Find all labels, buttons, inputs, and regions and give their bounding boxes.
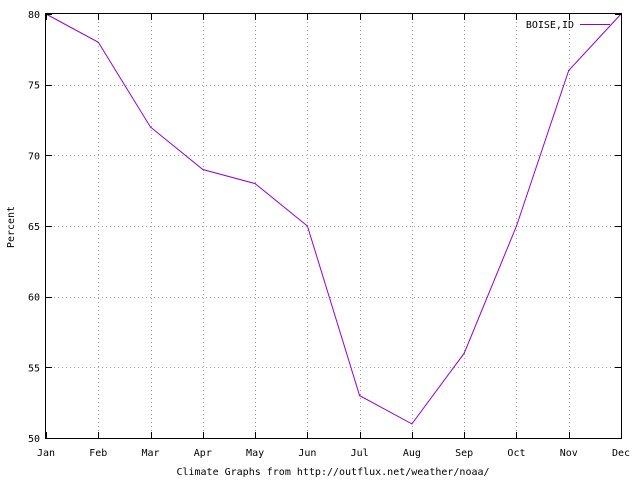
legend-series-label: BOISE,ID: [526, 20, 574, 31]
x-tick-label: Apr: [194, 448, 212, 459]
y-axis-title: Percent: [6, 206, 17, 248]
series-layer: [45, 13, 622, 425]
series-line: [45, 13, 622, 425]
y-tick-label: 80: [28, 10, 40, 21]
legend: BOISE,ID: [526, 20, 610, 31]
data-point: [411, 423, 413, 425]
data-point: [149, 126, 152, 128]
x-tick-label: Oct: [507, 448, 525, 459]
data-point: [202, 168, 204, 171]
data-point: [254, 183, 256, 185]
x-tick-label: Jan: [37, 448, 55, 459]
data-point: [97, 41, 99, 43]
data-point: [568, 69, 570, 72]
y-tick-label: 65: [28, 222, 40, 233]
x-tick-label: Jun: [298, 448, 316, 459]
y-tick-label: 50: [28, 434, 40, 445]
x-tick-label: Nov: [560, 448, 578, 459]
plot-frame: [45, 13, 622, 439]
x-axis-title: Climate Graphs from http://outflux.net/w…: [176, 467, 489, 478]
ticks: [46, 14, 622, 439]
data-point: [359, 395, 361, 397]
data-point: [463, 352, 465, 354]
data-point: [515, 225, 518, 227]
x-tick-label: Dec: [612, 448, 630, 459]
y-tick-label: 75: [28, 81, 40, 92]
y-tick-label: 70: [28, 151, 40, 162]
x-tick-label: Jul: [351, 448, 369, 459]
x-tick-label: Sep: [455, 448, 473, 459]
tick-labels: Jan Feb Mar Apr May Jun Jul Aug Sep Oct Nov Dec 50 55…: [28, 10, 630, 459]
x-tick-label: Feb: [89, 448, 107, 459]
x-tick-label: Aug: [403, 448, 421, 459]
grid: [46, 14, 621, 438]
y-tick-label: 60: [28, 293, 40, 304]
data-point: [306, 225, 308, 227]
y-tick-label: 55: [28, 363, 40, 374]
x-tick-label: Mar: [142, 448, 160, 459]
x-tick-label: May: [246, 448, 264, 459]
